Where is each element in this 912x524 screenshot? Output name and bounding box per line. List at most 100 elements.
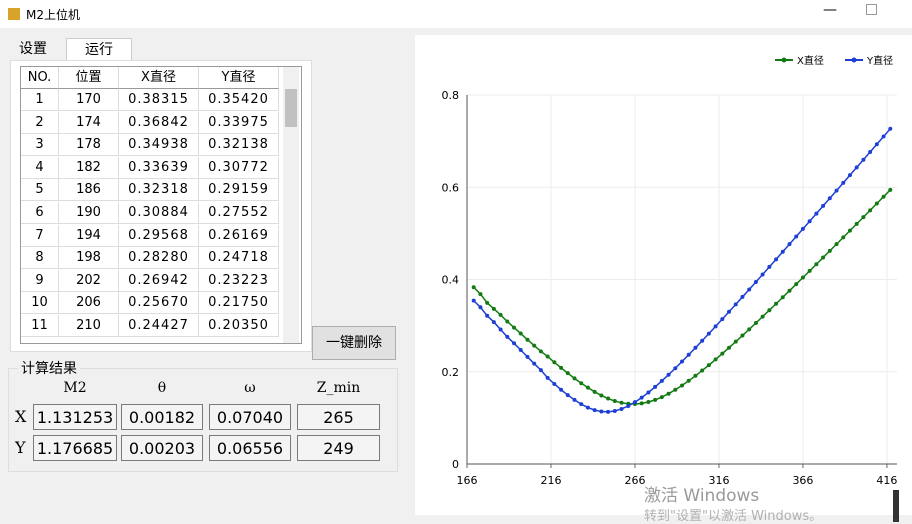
watermark: 激活 Windows bbox=[644, 486, 760, 506]
scroll-indicator bbox=[893, 490, 899, 522]
data-point bbox=[827, 196, 832, 201]
watermark-hint: 转到"设置"以激活 Windows。 bbox=[644, 509, 823, 524]
data-point bbox=[505, 334, 510, 339]
table-cell: 0.21750 bbox=[199, 292, 279, 315]
table-cell: 0.24427 bbox=[119, 315, 199, 337]
table-cell: 2 bbox=[21, 111, 59, 134]
result-value: 1.176685 bbox=[33, 435, 117, 461]
data-point bbox=[868, 150, 873, 155]
data-point bbox=[747, 287, 752, 292]
data-point bbox=[525, 337, 530, 342]
table-cell: 202 bbox=[59, 269, 119, 292]
title-bar: M2上位机 — bbox=[0, 0, 912, 28]
result-value: 265 bbox=[297, 404, 380, 430]
table-cell: 186 bbox=[59, 179, 119, 202]
table-cell: 10 bbox=[21, 292, 59, 315]
data-point bbox=[512, 341, 517, 346]
data-point bbox=[579, 381, 584, 386]
data-point bbox=[713, 357, 718, 362]
data-point bbox=[559, 365, 564, 370]
table-cell: 206 bbox=[59, 292, 119, 315]
table-cell: 8 bbox=[21, 247, 59, 270]
data-point bbox=[552, 381, 557, 386]
data-point bbox=[626, 403, 631, 408]
x-tick-label: 166 bbox=[457, 474, 478, 487]
data-point bbox=[814, 211, 819, 216]
data-point bbox=[585, 385, 590, 390]
data-point bbox=[491, 320, 496, 325]
data-point bbox=[606, 409, 611, 414]
window-title: M2上位机 bbox=[26, 8, 80, 22]
data-point bbox=[706, 363, 711, 368]
table-header: NO. bbox=[21, 67, 59, 89]
data-point bbox=[760, 314, 765, 319]
data-point bbox=[794, 234, 799, 239]
data-point bbox=[666, 391, 671, 396]
data-point bbox=[847, 173, 852, 178]
table-cell: 0.26169 bbox=[199, 224, 279, 247]
data-point bbox=[512, 325, 517, 330]
data-point bbox=[592, 389, 597, 394]
data-point bbox=[720, 351, 725, 356]
maximize-button[interactable] bbox=[866, 4, 877, 15]
data-point bbox=[666, 372, 671, 377]
table-header: Y直径 bbox=[199, 67, 279, 89]
table-cell: 4 bbox=[21, 156, 59, 179]
data-point bbox=[585, 405, 590, 410]
data-point bbox=[653, 384, 658, 389]
data-point bbox=[834, 242, 839, 247]
data-point bbox=[619, 400, 624, 405]
y-tick-label: 0.8 bbox=[442, 89, 460, 102]
result-header: Z_min bbox=[316, 380, 361, 396]
data-point bbox=[733, 339, 738, 344]
data-point bbox=[485, 300, 490, 305]
data-point bbox=[572, 376, 577, 381]
scrollbar[interactable] bbox=[283, 67, 299, 343]
data-point bbox=[800, 226, 805, 231]
table-cell: 170 bbox=[59, 89, 119, 111]
data-point bbox=[700, 368, 705, 373]
data-point bbox=[538, 349, 543, 354]
data-point bbox=[478, 305, 483, 310]
data-point bbox=[881, 194, 886, 199]
data-point bbox=[807, 268, 812, 273]
data-point bbox=[740, 333, 745, 338]
table-cell: 0.32138 bbox=[199, 134, 279, 157]
data-point bbox=[498, 327, 503, 332]
data-point bbox=[774, 257, 779, 262]
data-point bbox=[821, 255, 826, 260]
data-point bbox=[612, 399, 617, 404]
data-point bbox=[505, 319, 510, 324]
x-tick-label: 216 bbox=[540, 474, 561, 487]
table-header: X直径 bbox=[119, 67, 199, 89]
data-point bbox=[518, 331, 523, 336]
scroll-thumb[interactable] bbox=[285, 89, 297, 127]
minimize-button[interactable]: — bbox=[823, 2, 837, 18]
data-point bbox=[545, 354, 550, 359]
data-point bbox=[659, 378, 664, 383]
y-tick-label: 0.2 bbox=[442, 366, 460, 379]
data-point bbox=[673, 387, 678, 392]
table-cell: 178 bbox=[59, 134, 119, 157]
data-point bbox=[653, 397, 658, 402]
data-point bbox=[814, 262, 819, 267]
data-point bbox=[673, 366, 678, 371]
tab-active[interactable]: 运行 bbox=[66, 38, 132, 61]
data-point bbox=[807, 219, 812, 224]
data-point bbox=[592, 408, 597, 413]
data-point bbox=[646, 390, 651, 395]
result-row-label: X bbox=[15, 407, 27, 426]
result-value: 0.07040 bbox=[209, 404, 291, 430]
data-point bbox=[767, 264, 772, 269]
data-point bbox=[518, 347, 523, 352]
delete-all-button[interactable]: 一键删除 bbox=[312, 326, 396, 360]
result-header: θ bbox=[157, 380, 167, 396]
data-point bbox=[787, 242, 792, 247]
data-point bbox=[632, 400, 637, 405]
data-point bbox=[841, 180, 846, 185]
table-cell: 0.27552 bbox=[199, 202, 279, 224]
data-point bbox=[700, 338, 705, 343]
tab[interactable]: 设置 bbox=[19, 41, 47, 57]
table-cell: 182 bbox=[59, 156, 119, 179]
data-point bbox=[888, 126, 893, 131]
